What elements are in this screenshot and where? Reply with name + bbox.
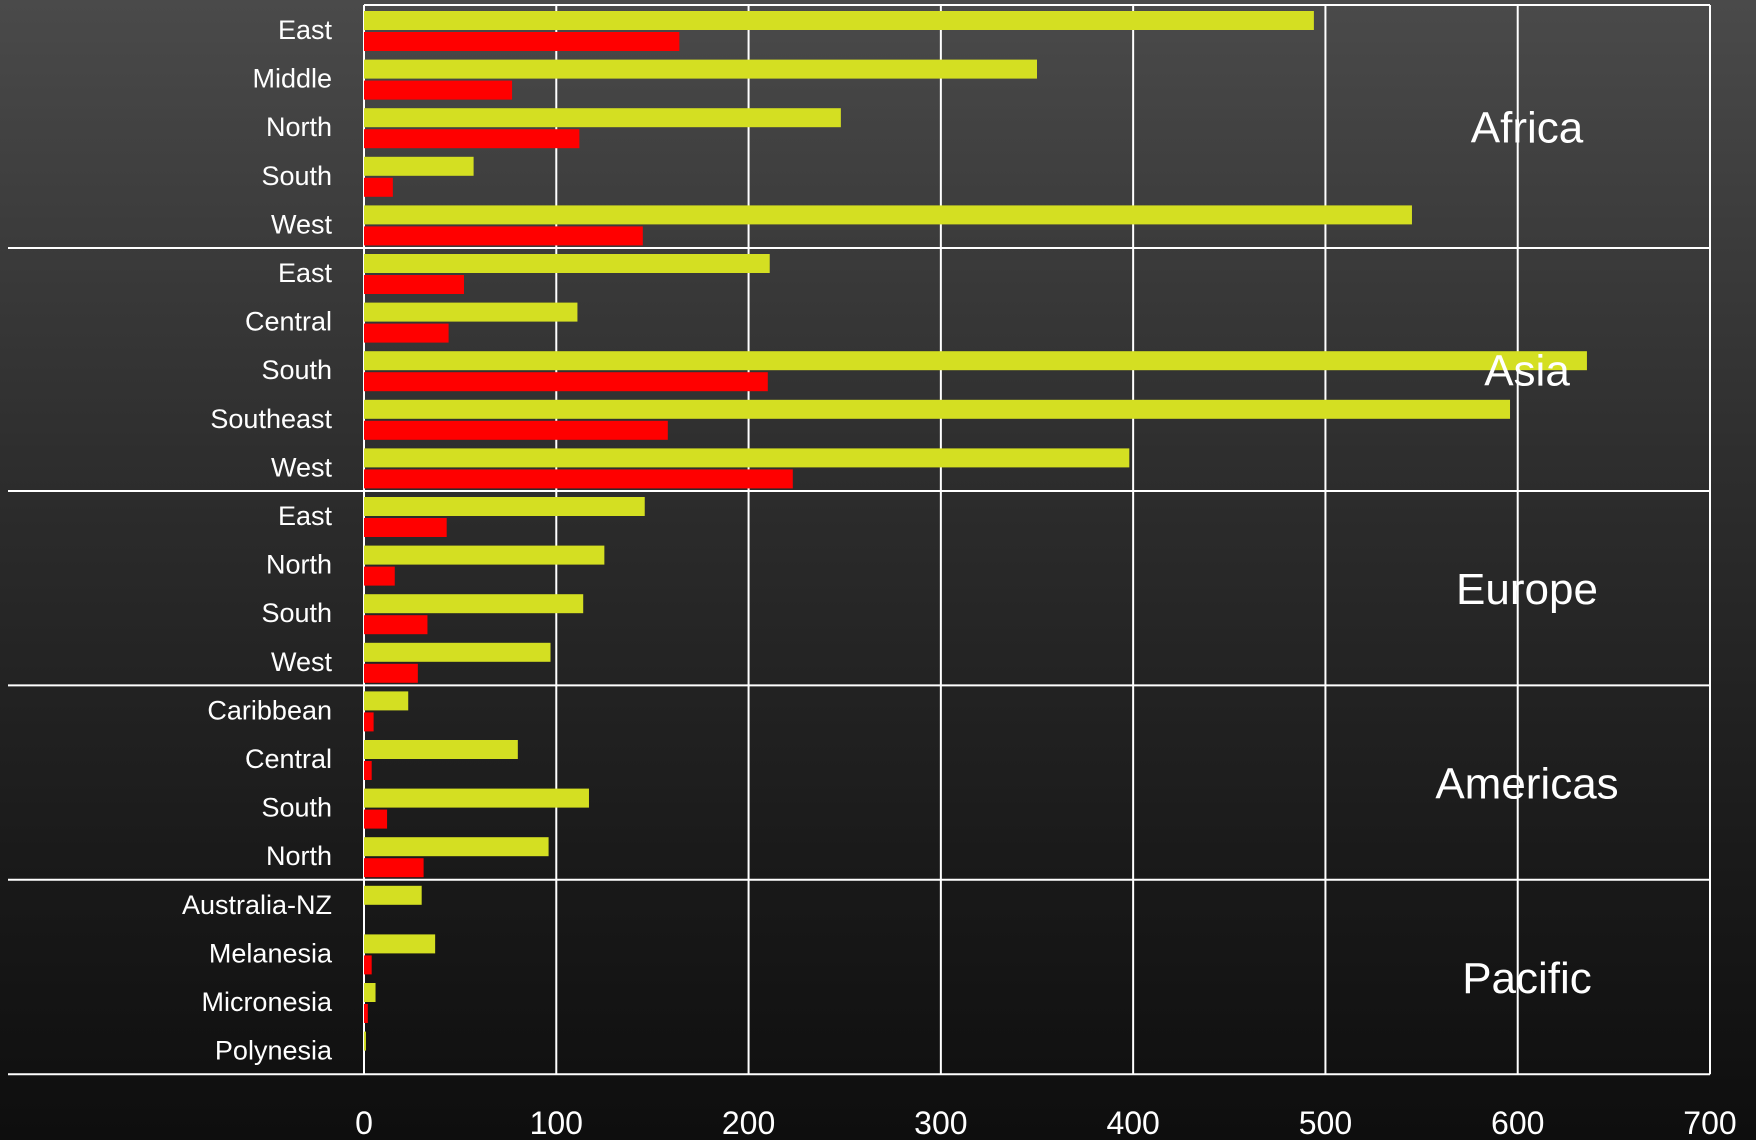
category-label: West [271, 209, 333, 239]
bar-americas-south-b [364, 809, 388, 829]
bar-americas-caribbean-a [364, 691, 409, 711]
category-label: Central [245, 744, 332, 774]
category-label: East [278, 501, 333, 531]
bar-pacific-micronesia-b [364, 1004, 368, 1023]
category-label: Australia-NZ [182, 890, 332, 920]
bar-africa-south-b [364, 177, 393, 197]
category-label: East [278, 258, 333, 288]
bar-asia-central-b [364, 323, 449, 343]
bar-asia-east-b [364, 275, 464, 294]
bar-europe-east-b [364, 518, 447, 537]
bar-europe-north-a [364, 545, 605, 565]
category-label: Middle [252, 64, 332, 94]
bar-asia-south-a [364, 351, 1587, 371]
bar-europe-west-a [364, 642, 551, 662]
group-label: Asia [1484, 347, 1570, 396]
bar-africa-west-b [364, 226, 643, 246]
bar-americas-central-a [364, 740, 518, 759]
category-label: West [271, 647, 333, 677]
x-tick-label: 400 [1106, 1105, 1159, 1140]
bar-americas-south-a [364, 788, 589, 808]
x-tick-label: 700 [1683, 1105, 1736, 1140]
bar-pacific-melanesia-b [364, 955, 372, 975]
x-tick-label: 600 [1491, 1105, 1544, 1140]
bar-africa-north-a [364, 108, 841, 128]
bar-americas-central-b [364, 761, 372, 780]
group-label: Africa [1471, 104, 1584, 153]
bar-asia-west-b [364, 469, 793, 489]
bar-asia-southeast-a [364, 399, 1511, 419]
bar-africa-north-b [364, 129, 580, 149]
category-label: South [261, 598, 332, 628]
bar-europe-west-b [364, 663, 418, 683]
category-label: South [261, 355, 332, 385]
category-label: Micronesia [201, 987, 333, 1017]
category-label: North [266, 550, 332, 580]
bar-europe-north-b [364, 566, 395, 586]
category-label: South [261, 161, 332, 191]
category-label: West [271, 452, 333, 482]
bar-americas-north-b [364, 858, 424, 878]
bar-africa-east-a [364, 11, 1314, 30]
bar-africa-east-b [364, 32, 680, 51]
bar-africa-middle-b [364, 80, 513, 100]
bar-pacific-melanesia-a [364, 934, 436, 954]
bar-pacific-micronesia-a [364, 983, 376, 1002]
category-label: East [278, 15, 333, 45]
category-label: Caribbean [207, 695, 332, 725]
category-label: Polynesia [215, 1036, 333, 1066]
bar-asia-central-a [364, 302, 578, 322]
category-label: Melanesia [209, 938, 333, 968]
group-label: Americas [1435, 760, 1618, 809]
bar-africa-middle-a [364, 59, 1037, 79]
x-tick-label: 300 [914, 1105, 967, 1140]
group-label: Europe [1456, 565, 1598, 614]
group-label: Pacific [1462, 954, 1592, 1003]
category-label: Central [245, 307, 332, 337]
bar-africa-west-a [364, 205, 1412, 225]
category-label: South [261, 793, 332, 823]
bar-pacific-polynesia-a [364, 1031, 366, 1051]
bar-americas-north-a [364, 837, 549, 857]
category-label: North [266, 112, 332, 142]
bar-europe-east-a [364, 497, 645, 516]
bar-asia-southeast-b [364, 420, 668, 440]
bar-africa-south-a [364, 156, 474, 176]
bar-europe-south-a [364, 594, 584, 614]
x-tick-label: 200 [722, 1105, 775, 1140]
category-label: North [266, 841, 332, 871]
x-tick-label: 100 [530, 1105, 583, 1140]
bar-asia-west-a [364, 448, 1130, 468]
bar-asia-east-a [364, 254, 770, 273]
x-tick-label: 500 [1299, 1105, 1352, 1140]
bar-americas-caribbean-b [364, 712, 374, 732]
category-label: Southeast [210, 404, 332, 434]
bar-pacific-australia-nz-a [364, 885, 422, 905]
bar-europe-south-b [364, 615, 428, 635]
bar-asia-south-b [364, 372, 768, 392]
x-tick-label: 0 [355, 1105, 373, 1140]
